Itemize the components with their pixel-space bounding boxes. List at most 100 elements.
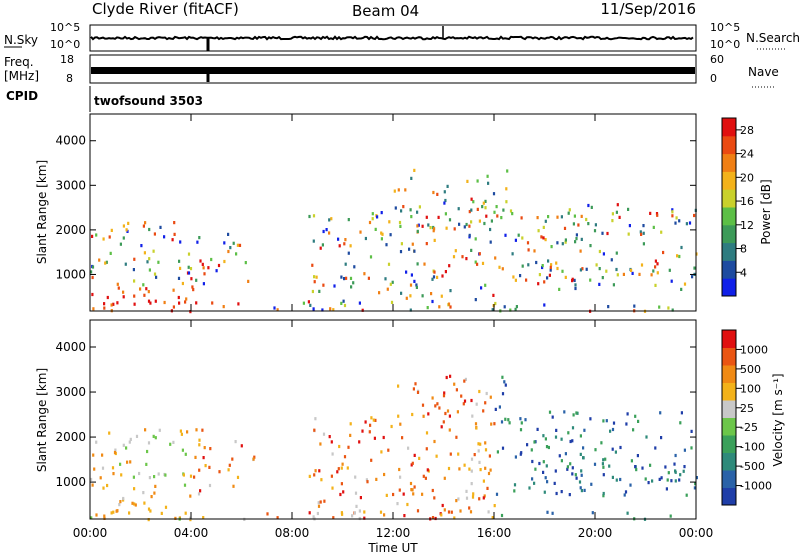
- echo-cell: [514, 238, 517, 242]
- y-tick-label: 2000: [55, 223, 86, 237]
- echo-cell: [133, 502, 136, 506]
- colorbar-segment: [722, 417, 736, 436]
- echo-cell: [311, 263, 314, 267]
- echo-cell: [338, 444, 341, 449]
- echo-cell: [164, 473, 167, 477]
- echo-cell: [440, 294, 443, 298]
- echo-cell: [444, 198, 447, 203]
- echo-cell: [553, 481, 556, 485]
- echo-cell: [189, 516, 192, 520]
- echo-cell: [129, 437, 132, 441]
- echo-cell: [118, 503, 121, 507]
- echo-cell: [486, 486, 489, 490]
- echo-cell: [478, 252, 481, 256]
- echo-cell: [504, 233, 507, 237]
- echo-cell: [489, 395, 492, 399]
- echo-cell: [678, 254, 681, 259]
- echo-cell: [244, 261, 247, 265]
- echo-cell: [664, 465, 667, 469]
- echo-cell: [397, 188, 400, 192]
- echo-cell: [194, 455, 197, 459]
- echo-cell: [131, 501, 134, 505]
- echo-cell: [397, 384, 400, 388]
- echo-cell: [461, 255, 464, 259]
- colorbar-segment: [722, 224, 736, 244]
- echo-cell: [382, 435, 385, 440]
- echo-cell: [479, 468, 482, 472]
- echo-cell: [391, 280, 394, 284]
- echo-cell: [446, 184, 449, 188]
- cpid-value: twofsound 3503: [94, 94, 203, 108]
- station-title: Clyde River (fitACF): [92, 0, 239, 18]
- echo-cell: [602, 465, 605, 469]
- echo-cell: [598, 282, 601, 286]
- nsky-line: [90, 35, 694, 41]
- echo-cell: [189, 474, 193, 478]
- echo-cell: [693, 486, 696, 490]
- echo-cell: [393, 189, 396, 193]
- echo-cell: [574, 240, 577, 244]
- echo-cell: [319, 500, 322, 504]
- y-tick-label: 1000: [55, 475, 86, 489]
- echo-cell: [448, 218, 452, 222]
- echo-cell: [400, 209, 403, 213]
- echo-cell: [159, 225, 162, 229]
- echo-cell: [649, 463, 652, 467]
- echo-cell: [481, 261, 485, 265]
- echo-cell: [119, 242, 122, 246]
- echo-cell: [409, 283, 413, 287]
- echo-cell: [477, 442, 480, 446]
- echo-cell: [155, 275, 158, 279]
- time-tick-label: 04:00: [174, 526, 209, 540]
- echo-cell: [314, 469, 317, 473]
- echo-cell: [525, 278, 528, 282]
- echo-cell: [455, 499, 458, 503]
- echo-cell: [363, 510, 366, 514]
- y-tick-label: 4000: [55, 340, 86, 354]
- echo-cell: [626, 412, 629, 416]
- echo-cell: [493, 210, 496, 214]
- echo-cell: [471, 495, 475, 499]
- echo-cell: [669, 514, 672, 518]
- echo-cell: [443, 476, 446, 480]
- echo-cell: [349, 244, 352, 248]
- echo-cell: [629, 483, 632, 487]
- echo-cell: [528, 486, 531, 490]
- echo-cell: [673, 462, 676, 466]
- echo-cell: [302, 301, 305, 305]
- nsearch-label: N.Search: [746, 31, 800, 45]
- echo-cell: [184, 511, 187, 515]
- echo-cell: [458, 222, 461, 226]
- echo-cell: [564, 452, 567, 456]
- echo-cell: [147, 299, 151, 303]
- echo-cell: [110, 303, 113, 307]
- echo-cell: [612, 421, 616, 425]
- echo-cell: [506, 169, 509, 173]
- echo-cell: [678, 478, 681, 482]
- freq-label-line2: [MHz]: [4, 69, 39, 83]
- echo-cell: [457, 452, 460, 456]
- echo-cell: [477, 449, 480, 453]
- echo-cell: [163, 235, 166, 239]
- colorbar-tick-label: 24: [740, 148, 754, 161]
- echo-cell: [427, 412, 430, 416]
- echo-cell: [189, 494, 192, 498]
- echo-cell: [95, 513, 98, 517]
- echo-cell: [143, 251, 146, 255]
- echo-cell: [611, 212, 614, 216]
- echo-cell: [308, 511, 311, 515]
- echo-cell: [340, 275, 343, 279]
- echo-cell: [409, 308, 412, 312]
- echo-cell: [210, 257, 213, 262]
- echo-cell: [445, 226, 448, 230]
- echo-cell: [370, 458, 373, 462]
- echo-cell: [380, 237, 383, 241]
- time-axis-title: Time UT: [367, 541, 418, 554]
- echo-cell: [690, 429, 693, 433]
- echo-cell: [501, 446, 505, 450]
- echo-cell: [403, 514, 406, 518]
- echo-cell: [642, 231, 645, 235]
- echo-cell: [203, 272, 206, 276]
- echo-cell: [433, 496, 436, 500]
- echo-cell: [615, 478, 618, 482]
